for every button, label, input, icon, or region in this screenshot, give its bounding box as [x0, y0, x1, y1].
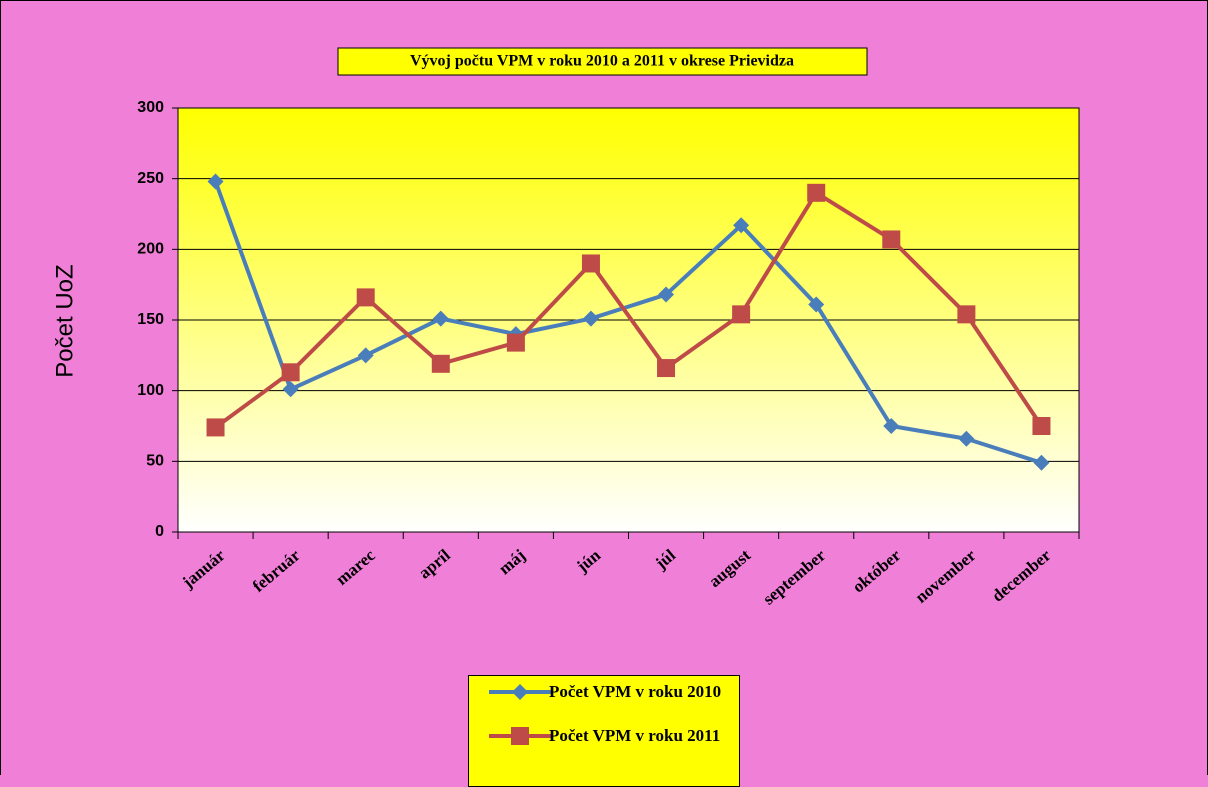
marker — [1032, 417, 1051, 435]
x-tick-label: júl — [651, 545, 679, 573]
x-tick-label: december — [988, 545, 1055, 605]
marker — [732, 305, 751, 324]
marker — [431, 354, 450, 373]
marker — [882, 230, 901, 249]
marker — [883, 418, 900, 434]
marker — [807, 183, 826, 202]
y-tick-label: 250 — [137, 170, 164, 187]
legend-symbol — [489, 727, 551, 745]
series-line — [213, 180, 1043, 465]
marker — [356, 288, 375, 307]
legend: Počet VPM v roku 2010 Počet VPM v roku 20… — [468, 675, 740, 787]
x-tick-label: február — [249, 545, 304, 596]
title-box — [337, 47, 868, 76]
marker — [207, 173, 224, 190]
marker — [808, 296, 825, 313]
marker — [511, 727, 529, 745]
marker — [733, 217, 750, 234]
marker — [206, 418, 225, 437]
marker — [581, 254, 600, 273]
x-tick-label: august — [705, 545, 754, 591]
y-tick-label: 300 — [137, 99, 164, 116]
y-tick-label: 50 — [146, 453, 164, 470]
y-tick-label: 100 — [137, 382, 164, 399]
marker — [506, 333, 525, 352]
marker — [357, 347, 374, 364]
marker — [1033, 454, 1050, 471]
x-tick-label: september — [759, 545, 829, 608]
x-tick-label: máj — [495, 546, 529, 579]
marker — [958, 430, 975, 447]
marker — [658, 286, 675, 303]
y-tick-label: 200 — [137, 241, 164, 258]
marker — [582, 310, 599, 327]
marker — [657, 359, 676, 378]
marker — [282, 381, 299, 398]
marker — [512, 684, 528, 700]
x-tick-label: január — [178, 545, 229, 592]
marker — [957, 305, 976, 324]
y-tick-label: 150 — [137, 311, 164, 328]
y-axis-label: Počet UoZ — [51, 264, 78, 377]
series-line — [214, 190, 1044, 430]
legend-symbol — [489, 684, 551, 700]
x-tick-label: október — [849, 545, 905, 596]
chart-title: Vývoj počtu VPM v roku 2010 a 2011 v okr… — [410, 53, 794, 70]
legend-label: Počet VPM v roku 2010 — [549, 682, 722, 701]
y-tick-label: 0 — [155, 523, 164, 540]
x-tick-label: november — [912, 545, 980, 607]
x-tick-label: apríl — [415, 545, 454, 582]
x-tick-label: marec — [332, 545, 379, 589]
marker — [281, 363, 300, 382]
legend-label: Počet VPM v roku 2011 — [549, 726, 721, 745]
marker — [432, 310, 449, 327]
x-tick-label: jún — [572, 545, 604, 576]
